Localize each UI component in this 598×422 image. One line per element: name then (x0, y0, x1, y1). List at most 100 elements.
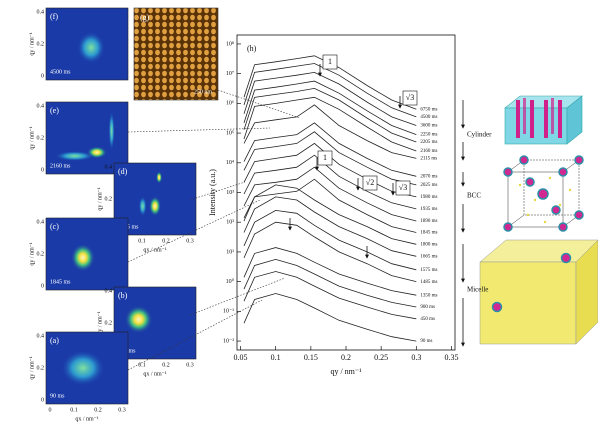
series-label: 1890 ms (420, 219, 437, 224)
inset-y-tick: 0.2 (37, 365, 45, 371)
y-tick-label: 10⁴ (226, 160, 234, 166)
x-tick-label: 0.2 (341, 353, 351, 362)
annotation: √3 (406, 93, 414, 102)
bcc-model (504, 156, 583, 231)
series-label: 2160 ms (420, 149, 437, 154)
inset-y-tick: 0 (41, 167, 44, 173)
intensity-spot (61, 350, 105, 386)
intensity-spot (55, 151, 95, 161)
inset-x-tick: 0.2 (162, 362, 170, 368)
annotation: √2 (366, 178, 374, 187)
series-label: 1935 ms (420, 207, 437, 212)
series-label: 450 ms (420, 317, 435, 322)
inset-y-tick: 0 (41, 73, 44, 79)
inset-y-label: qy / nm⁻¹ (29, 32, 35, 56)
inset-x-tick: 0.2 (94, 407, 102, 413)
inset-y-label: qy / nm⁻¹ (29, 126, 35, 150)
inset-label: (c) (50, 222, 59, 231)
inset-time: 90 ms (50, 393, 65, 399)
series-label: 6750 ms (420, 107, 437, 112)
curve (244, 197, 416, 256)
series-label: 2115 ms (420, 157, 437, 162)
inset-y-tick: 0.4 (105, 288, 113, 294)
curve (244, 248, 416, 296)
intensity-spot (139, 196, 147, 216)
curve (244, 179, 416, 232)
inset-y-label: qy / nm⁻¹ (97, 311, 103, 335)
afm-image: (g) 250 nm (134, 8, 218, 100)
annotation: 1 (328, 57, 332, 66)
inset-x-tick: 0.1 (70, 407, 78, 413)
inset-x-tick: 0.1 (138, 362, 146, 368)
inset-x-tick: 0.3 (186, 362, 194, 368)
curve (244, 222, 416, 281)
inset-y-tick: 0.4 (37, 103, 45, 109)
phase-label: BCC (467, 192, 481, 200)
series-label: 900 ms (420, 305, 435, 310)
y-axis-label: Intensity (a.u.) (208, 169, 217, 216)
intensity-spot (125, 305, 153, 333)
y-tick-label: 10⁸ (226, 41, 234, 47)
inset-y-label: qy / nm⁻¹ (97, 187, 103, 211)
micelle-model (480, 240, 598, 344)
series-label: 1485 ms (420, 280, 437, 285)
y-tick-label: 10⁰ (226, 278, 235, 285)
y-tick-label: 10⁷ (226, 71, 234, 77)
series-label: 1665 ms (420, 254, 437, 259)
y-tick-label: 10³ (226, 190, 234, 196)
y-tick-label: 10² (226, 220, 234, 226)
figure: (f) 4500 ms 0.4 0.2 0 qy / nm⁻¹ (e) 2160 ms 0.4 0… (0, 0, 598, 422)
inset-x-tick: 0.1 (138, 238, 146, 244)
inset-time: 1845 ms (50, 279, 71, 285)
inset-time: 2160 ms (50, 163, 71, 169)
curve (244, 97, 416, 151)
series-label: 1980 ms (420, 195, 437, 200)
intensity-spot (109, 111, 115, 151)
afm-label: (g) (140, 13, 150, 22)
inset-y-tick: 0.2 (37, 135, 45, 141)
series-label: 2070 ms (420, 174, 437, 179)
inset-y-tick: 0 (41, 397, 44, 403)
inset-y-tick: 0.2 (37, 251, 45, 257)
y-tick-label: 10⁻¹ (223, 309, 234, 315)
inset: (e) 2160 ms 0.4 0.2 0 qy / nm⁻¹ (29, 102, 128, 174)
curve (244, 259, 416, 307)
intensity-spot (71, 244, 95, 272)
inset-y-tick: 0.2 (105, 196, 113, 202)
afm-scale: 250 nm (194, 89, 213, 95)
curve (244, 185, 416, 244)
curve (244, 105, 416, 158)
x-tick-label: 0.15 (304, 353, 318, 362)
series-label: 90 ms (420, 339, 432, 344)
series-label: 4500 ms (420, 115, 437, 120)
inset-x-label: qx / nm⁻¹ (143, 371, 167, 377)
inset-y-tick: 0 (41, 283, 44, 289)
x-tick-label: 0.3 (411, 353, 421, 362)
x-tick-label: 0.05 (234, 353, 248, 362)
curve (244, 88, 416, 142)
x-tick-label: 0.35 (444, 353, 458, 362)
curve (244, 167, 416, 221)
inset-x-tick: 0.3 (186, 238, 194, 244)
y-tick-label: 10⁻² (223, 338, 234, 344)
inset-y-tick: 0.2 (37, 41, 45, 47)
inset-time: 4500 ms (50, 69, 71, 75)
inset-y-label: qy / nm⁻¹ (29, 242, 35, 266)
inset-x-tick: 0.3 (118, 407, 126, 413)
inset-x-tick: 0.2 (162, 238, 170, 244)
inset-y-tick: 0.4 (37, 333, 45, 339)
inset-label: (f) (50, 12, 58, 21)
series-label: 2250 ms (420, 133, 437, 138)
panel-label: (h) (247, 44, 257, 53)
y-tick-label: 10⁶ (226, 101, 234, 107)
inset-label: (e) (50, 106, 59, 115)
y-tick-label: 10⁵ (226, 130, 234, 136)
main-plot: 10⁻² 10⁻¹ 10⁰ 10¹ 10² 10³ 10⁴ 10⁵ 10⁶ 10⁷ 10⁸ 0.05 0… (208, 35, 492, 376)
series-label: 2205 ms (420, 140, 437, 145)
inset-y-tick: 0.2 (105, 320, 113, 326)
intensity-spot (77, 32, 105, 64)
inset-x-label: qx / nm⁻¹ (75, 416, 99, 422)
y-tick-label: 10¹ (226, 249, 234, 255)
curve (244, 64, 416, 117)
